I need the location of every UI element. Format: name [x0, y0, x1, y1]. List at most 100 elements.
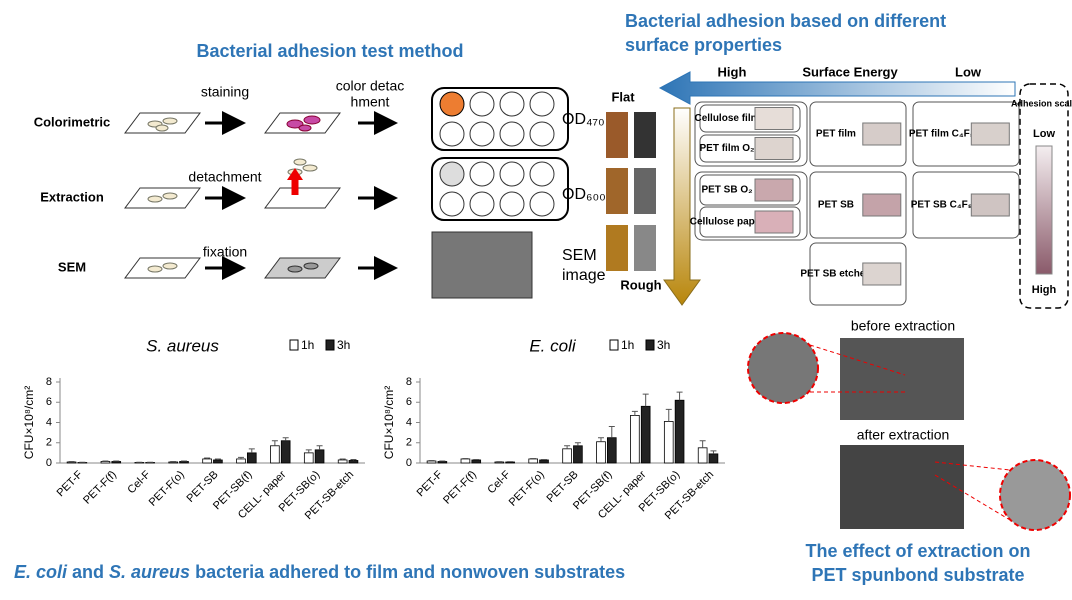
- extraction-caption: The effect of extraction on: [805, 541, 1030, 561]
- bar: [708, 453, 719, 464]
- method-rows: Colorimetric staining color detachment OD₄₇…: [34, 78, 606, 285]
- x-tick-label: PET-F: [415, 468, 446, 499]
- sample-label: PET SB etched: [800, 269, 871, 280]
- x-tick-label: Cel-F: [125, 468, 153, 496]
- sample-swatch: [970, 193, 1010, 217]
- error-bar: [170, 460, 177, 462]
- legend-swatch: [609, 339, 619, 351]
- y-tick-label: 4: [406, 416, 412, 428]
- row-label: Extraction: [40, 189, 104, 204]
- axis-label: Low: [955, 64, 982, 79]
- chart-title: S. aureus: [146, 336, 219, 355]
- legend-swatch: [325, 339, 335, 351]
- error-bar: [339, 458, 346, 460]
- legend-swatch: [645, 339, 655, 351]
- legend-label: 1h: [301, 338, 314, 352]
- error-bar: [113, 460, 120, 462]
- caption: E. coli and S. aureus bacteria adhered t…: [14, 562, 625, 582]
- before-label: before extraction: [851, 318, 955, 334]
- x-tick-label: PET-F(o): [507, 469, 547, 509]
- result-label: OD₄₇₀: [562, 111, 605, 128]
- error-bar: [248, 448, 255, 453]
- sample-label: Cellulose paper: [690, 217, 765, 228]
- sample-box: [809, 242, 907, 306]
- bar: [213, 459, 223, 464]
- error-bar: [530, 457, 537, 459]
- y-tick-label: 4: [46, 416, 52, 428]
- error-bar: [181, 460, 188, 462]
- error-bar: [439, 460, 446, 462]
- scale-title: Adhesion scale: [1011, 98, 1072, 108]
- surface-labels: Bacterial adhesion based on different sur…: [611, 11, 1072, 306]
- step-label: fixation: [203, 244, 247, 260]
- x-tick-label: PET-F: [55, 468, 86, 499]
- extraction-caption: PET spunbond substrate: [811, 565, 1024, 585]
- bar: [348, 460, 359, 464]
- error-bar: [642, 393, 649, 407]
- bar: [596, 441, 606, 464]
- error-bar: [631, 410, 638, 416]
- bar: [426, 460, 437, 464]
- surface-graphics: [606, 71, 1069, 309]
- bar: [280, 440, 291, 464]
- error-bar: [597, 437, 604, 442]
- scale-low: Low: [1033, 128, 1055, 140]
- y-tick-label: 0: [406, 457, 412, 469]
- error-bar: [428, 459, 435, 461]
- error-bar: [462, 457, 469, 459]
- bar: [66, 461, 77, 464]
- y-tick-label: 2: [406, 437, 412, 449]
- error-bar: [710, 450, 717, 454]
- sample-label: PET film C₄F₈: [909, 129, 975, 140]
- step-label: color detac: [336, 78, 404, 94]
- sample-label: PET film O₂: [699, 143, 754, 154]
- bar: [437, 461, 448, 464]
- bar: [270, 445, 280, 464]
- sample-box: [912, 101, 1020, 167]
- bar: [246, 452, 257, 464]
- after-label: after extraction: [857, 427, 950, 443]
- method-graphics: [124, 87, 569, 299]
- caption-part: and: [67, 562, 109, 582]
- error-bar: [350, 458, 357, 461]
- error-bar: [316, 445, 323, 450]
- sample-swatch: [754, 178, 794, 202]
- caption-part: bacteria adhered to film and nonwoven su…: [190, 562, 625, 582]
- bar: [697, 447, 708, 464]
- axis-label: Flat: [611, 89, 635, 104]
- sample-label: PET SB: [818, 200, 854, 211]
- y-tick-label: 2: [46, 437, 52, 449]
- error-bar: [237, 456, 244, 459]
- error-bar: [214, 458, 221, 460]
- bar: [202, 458, 212, 464]
- error-bar: [473, 458, 480, 460]
- bar: [111, 461, 122, 464]
- bar: [528, 458, 539, 464]
- bar: [303, 452, 314, 464]
- method-title: Bacterial adhesion test method: [196, 41, 463, 61]
- sample-swatch: [862, 122, 902, 146]
- step-label: staining: [201, 84, 249, 100]
- y-tick-label: 6: [46, 396, 52, 408]
- sample-swatch: [754, 137, 794, 160]
- error-bar: [271, 440, 278, 446]
- row-label: Colorimetric: [34, 114, 111, 129]
- error-bar: [282, 437, 289, 441]
- bar: [630, 415, 640, 464]
- bar: [460, 458, 471, 464]
- sample-box: [809, 171, 907, 239]
- error-bar: [305, 449, 312, 453]
- extraction-graphics: [747, 332, 1071, 531]
- sample-swatch: [754, 210, 794, 234]
- y-axis-label: CFU×10⁸/cm²: [22, 386, 36, 459]
- error-bar: [676, 391, 683, 401]
- bar: [562, 448, 572, 464]
- sample-swatch: [754, 107, 794, 130]
- bar: [179, 461, 189, 464]
- axis-label: Rough: [620, 277, 661, 292]
- sample-label: PET SB O₂: [701, 185, 752, 196]
- sample-label: PET SB C₄F₈: [911, 200, 973, 211]
- error-bar: [665, 408, 672, 422]
